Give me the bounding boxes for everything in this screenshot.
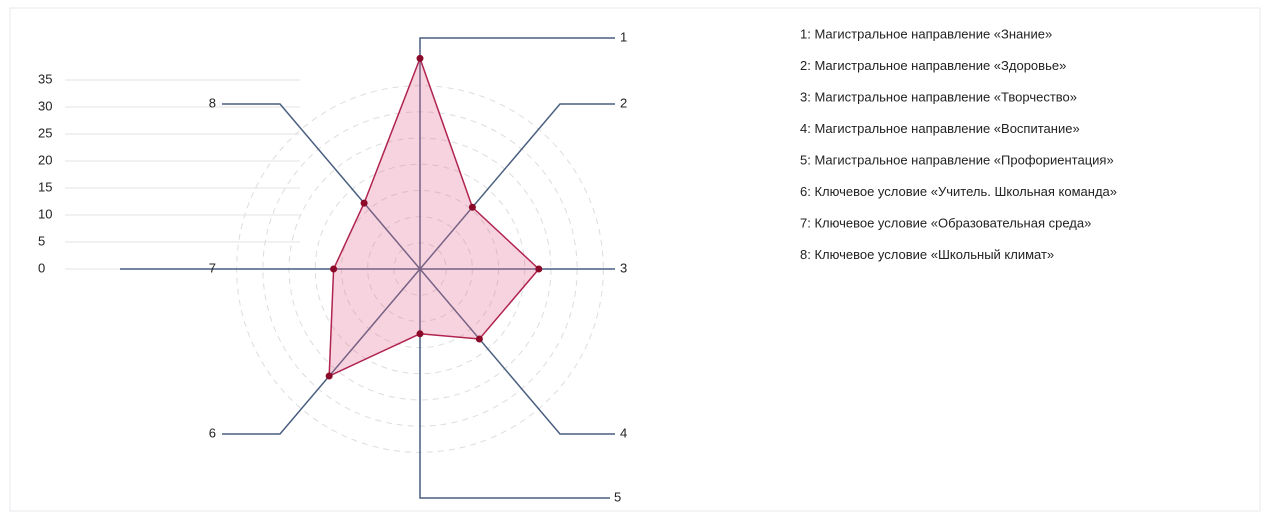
radar-point [468,203,476,211]
y-tick-label: 25 [38,125,52,140]
axis-label: 2 [620,95,627,110]
y-tick-label: 5 [38,233,45,248]
legend-item: 6: Ключевое условие «Учитель. Школьная к… [800,184,1117,199]
radar-point [325,372,333,380]
spoke [419,268,615,435]
axis-label: 4 [620,425,627,440]
y-tick-label: 20 [38,152,52,167]
radar-point [416,330,424,338]
spoke [222,103,421,270]
radar-point [475,335,483,343]
y-tick-label: 35 [38,71,52,86]
axis-label: 1 [620,29,627,44]
y-tick-label: 15 [38,179,52,194]
radar-area [328,56,540,378]
legend-item: 4: Магистральное направление «Воспитание… [800,121,1080,136]
radar-point [416,54,424,62]
axis-label: 3 [620,260,627,275]
y-tick-label: 0 [38,260,45,275]
legend-item: 2: Магистральное направление «Здоровье» [800,58,1066,73]
y-tick-label: 10 [38,206,52,221]
frame [9,7,1261,512]
axis-label: 8 [209,95,216,110]
spoke [222,268,421,435]
spoke [419,269,610,499]
legend-item: 3: Магистральное направление «Творчество… [800,89,1077,104]
legend-item: 1: Магистральное направление «Знание» [800,26,1052,41]
legend-item: 7: Ключевое условие «Образовательная сре… [800,215,1091,230]
radar-point [330,265,338,273]
axis-label: 5 [614,489,621,504]
spoke [419,103,615,270]
axis-label: 7 [209,260,216,275]
radar-point [535,265,543,273]
y-tick-label: 30 [38,98,52,113]
axis-label: 6 [209,425,216,440]
radar-point [360,199,368,207]
legend-item: 8: Ключевое условие «Школьный климат» [800,247,1054,262]
spoke [419,37,615,269]
legend-item: 5: Магистральное направление «Профориент… [800,152,1114,167]
